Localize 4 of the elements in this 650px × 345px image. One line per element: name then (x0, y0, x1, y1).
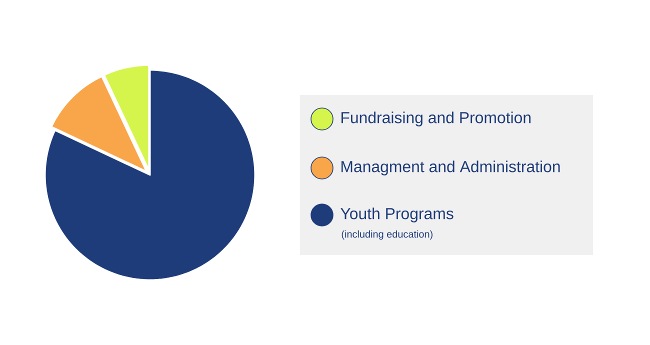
legend-label: Youth Programs (340, 208, 454, 222)
text: (including education) (342, 230, 432, 240)
legend-label: Managment and Administration (342, 160, 560, 176)
legend-label: Fundraising and Promotion (342, 112, 531, 126)
